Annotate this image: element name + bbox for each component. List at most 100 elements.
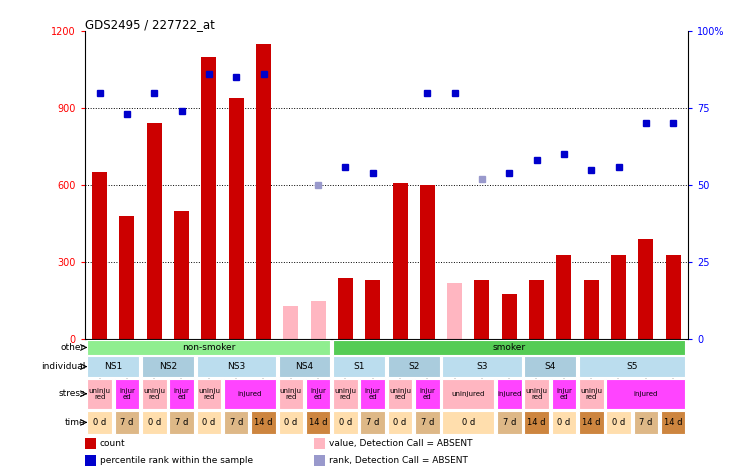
Text: injur
ed: injur ed — [420, 388, 435, 400]
Bar — [579, 411, 604, 434]
Text: uninju
red: uninju red — [198, 388, 220, 400]
Text: S1: S1 — [353, 362, 365, 371]
Bar — [392, 182, 408, 339]
Bar — [314, 438, 325, 449]
Bar — [338, 278, 353, 339]
Text: percentile rank within the sample: percentile rank within the sample — [100, 456, 253, 465]
Bar — [524, 411, 549, 434]
Bar — [311, 301, 325, 339]
Bar — [497, 411, 522, 434]
Text: injur
ed: injur ed — [556, 388, 572, 400]
Bar — [551, 411, 576, 434]
Text: uninju
red: uninju red — [526, 388, 548, 400]
Bar — [306, 379, 330, 409]
Text: NS1: NS1 — [105, 362, 122, 371]
Text: uninju
red: uninju red — [389, 388, 411, 400]
Text: 7 d: 7 d — [366, 418, 380, 427]
Bar — [529, 280, 544, 339]
Bar — [442, 411, 495, 434]
Bar — [388, 379, 412, 409]
Bar — [524, 356, 576, 377]
Text: injur
ed: injur ed — [310, 388, 326, 400]
Text: 14 d: 14 d — [309, 418, 328, 427]
Bar — [497, 379, 522, 409]
Text: 0 d: 0 d — [148, 418, 161, 427]
Text: injur
ed: injur ed — [174, 388, 190, 400]
Text: 0 d: 0 d — [202, 418, 216, 427]
Text: individual: individual — [40, 362, 85, 371]
Bar — [556, 255, 571, 339]
Text: 7 d: 7 d — [175, 418, 188, 427]
Text: 7 d: 7 d — [421, 418, 434, 427]
Bar — [283, 306, 298, 339]
Text: 0 d: 0 d — [612, 418, 625, 427]
Bar — [606, 379, 685, 409]
Text: S2: S2 — [408, 362, 420, 371]
Text: rank, Detection Call = ABSENT: rank, Detection Call = ABSENT — [329, 456, 468, 465]
Bar — [447, 283, 462, 339]
Text: uninjured: uninjured — [452, 391, 485, 397]
Text: smoker: smoker — [492, 343, 526, 352]
Text: NS4: NS4 — [295, 362, 314, 371]
Bar — [169, 379, 194, 409]
Bar — [278, 379, 303, 409]
Text: NS2: NS2 — [159, 362, 177, 371]
Bar — [388, 356, 439, 377]
Text: non-smoker: non-smoker — [183, 343, 236, 352]
Text: 0 d: 0 d — [394, 418, 407, 427]
Bar — [306, 411, 330, 434]
Bar — [202, 56, 216, 339]
Bar — [638, 239, 654, 339]
Bar — [197, 379, 222, 409]
Bar — [197, 356, 276, 377]
Bar — [333, 411, 358, 434]
Bar — [361, 411, 385, 434]
Bar — [361, 379, 385, 409]
Bar — [551, 379, 576, 409]
Text: uninju
red: uninju red — [334, 388, 356, 400]
Text: 14 d: 14 d — [664, 418, 682, 427]
Bar — [88, 340, 330, 355]
Text: 7 d: 7 d — [639, 418, 653, 427]
Bar — [115, 411, 139, 434]
Text: time: time — [65, 418, 85, 427]
Bar — [415, 379, 439, 409]
Bar — [442, 379, 495, 409]
Text: 14 d: 14 d — [528, 418, 546, 427]
Bar — [142, 356, 194, 377]
Bar — [606, 411, 631, 434]
Text: injured: injured — [238, 391, 262, 397]
Bar — [524, 379, 549, 409]
Bar — [365, 280, 381, 339]
Text: 7 d: 7 d — [503, 418, 516, 427]
Bar — [415, 411, 439, 434]
Bar — [174, 211, 189, 339]
Bar — [224, 411, 249, 434]
Bar — [88, 379, 112, 409]
Text: 0 d: 0 d — [284, 418, 297, 427]
Bar — [333, 340, 685, 355]
Text: uninju
red: uninju red — [88, 388, 110, 400]
Text: 0 d: 0 d — [93, 418, 106, 427]
Text: stress: stress — [59, 389, 85, 398]
Bar — [611, 255, 626, 339]
Bar — [142, 411, 166, 434]
Text: S4: S4 — [545, 362, 556, 371]
Bar — [665, 255, 681, 339]
Bar — [142, 379, 166, 409]
Bar — [475, 280, 489, 339]
Text: count: count — [100, 439, 125, 448]
Bar — [388, 411, 412, 434]
Bar — [579, 356, 685, 377]
Bar — [146, 123, 162, 339]
Text: S3: S3 — [476, 362, 488, 371]
Text: injured: injured — [634, 391, 658, 397]
Text: GDS2495 / 227722_at: GDS2495 / 227722_at — [85, 18, 214, 31]
Bar — [579, 379, 604, 409]
Text: 14 d: 14 d — [582, 418, 601, 427]
Bar — [333, 356, 385, 377]
Bar — [197, 411, 222, 434]
Bar — [251, 411, 276, 434]
Bar — [88, 356, 139, 377]
Text: injur
ed: injur ed — [365, 388, 381, 400]
